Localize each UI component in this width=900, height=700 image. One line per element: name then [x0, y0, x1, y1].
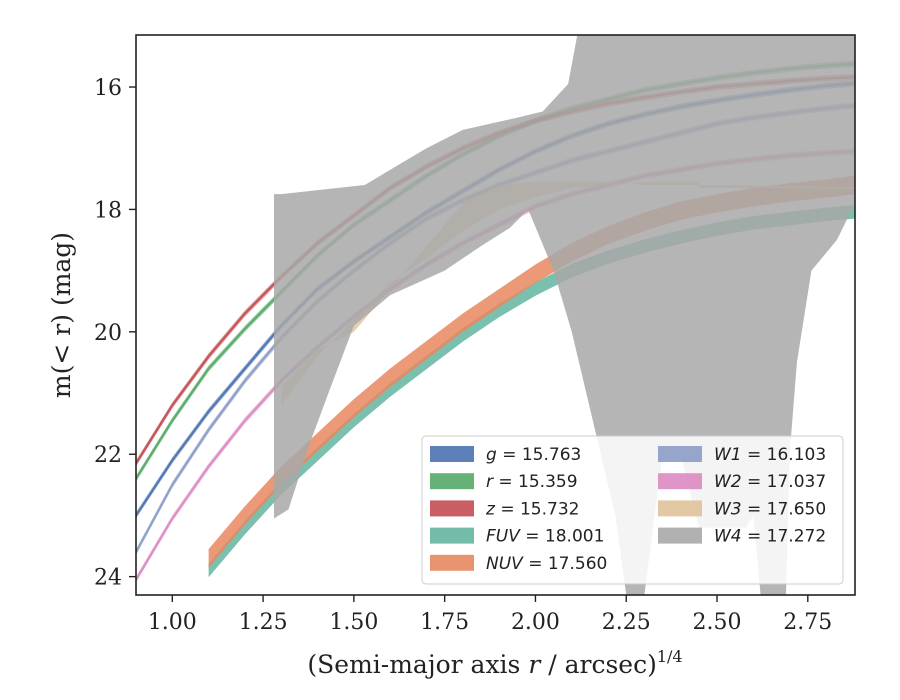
x-tick-label: 2.25 — [602, 610, 651, 635]
x-tick-label: 1.25 — [239, 610, 288, 635]
legend-swatch-w4 — [658, 527, 702, 544]
x-axis-label-prefix: (Semi-major axis — [307, 650, 528, 679]
y-tick-label: 20 — [94, 321, 122, 346]
x-axis-label: (Semi-major axis r / arcsec)1/4 — [307, 647, 682, 679]
x-tick-label: 1.75 — [420, 610, 469, 635]
legend-entry-g: g = 15.763 — [486, 445, 581, 465]
y-tick-label: 18 — [94, 198, 122, 223]
legend-entry-w2: W2 = 17.037 — [714, 472, 826, 492]
y-tick-label: 16 — [94, 76, 122, 101]
legend-swatch-g — [430, 446, 474, 462]
legend: g = 15.763 r = 15.359 z = 15.732 FUV = 18.0… — [421, 435, 844, 585]
legend-entry-nuv: NUV = 17.560 — [486, 554, 607, 574]
x-axis-label-var: r — [528, 650, 542, 679]
y-axis-label: m(< r) (mag) — [47, 232, 76, 398]
legend-entry-r: r = 15.359 — [486, 472, 578, 492]
x-tick-label: 2.75 — [783, 610, 832, 635]
legend-entry-fuv: FUV = 18.001 — [486, 527, 604, 547]
x-axis-label-exponent: 1/4 — [657, 647, 683, 666]
legend-entry-w3: W3 = 17.650 — [714, 499, 826, 519]
legend-entry-z: z = 15.732 — [485, 499, 579, 519]
y-axis: 16 18 20 22 24 — [94, 76, 136, 591]
legend-swatch-w3 — [658, 500, 702, 517]
x-axis: 1.00 1.25 1.50 1.75 2.00 2.25 2.50 2.75 — [148, 595, 832, 635]
x-tick-label: 2.00 — [511, 610, 560, 635]
x-axis-label-suffix: / arcsec) — [540, 650, 657, 679]
y-tick-label: 24 — [94, 566, 122, 591]
y-tick-label: 22 — [94, 443, 122, 468]
x-tick-label: 1.50 — [329, 610, 378, 635]
x-tick-label: 1.00 — [148, 610, 197, 635]
legend-swatch-nuv — [430, 554, 474, 571]
plot-frame — [135, 34, 856, 596]
legend-entry-w1: W1 = 16.103 — [714, 445, 826, 465]
legend-box — [421, 435, 844, 585]
legend-swatch-z — [430, 500, 474, 517]
legend-swatch-w2 — [658, 473, 702, 490]
x-tick-label: 2.50 — [693, 610, 742, 635]
legend-swatch-w1 — [658, 446, 702, 462]
legend-swatch-r — [430, 473, 474, 490]
legend-entry-w4: W4 = 17.272 — [714, 527, 826, 547]
legend-swatch-fuv — [430, 527, 474, 544]
